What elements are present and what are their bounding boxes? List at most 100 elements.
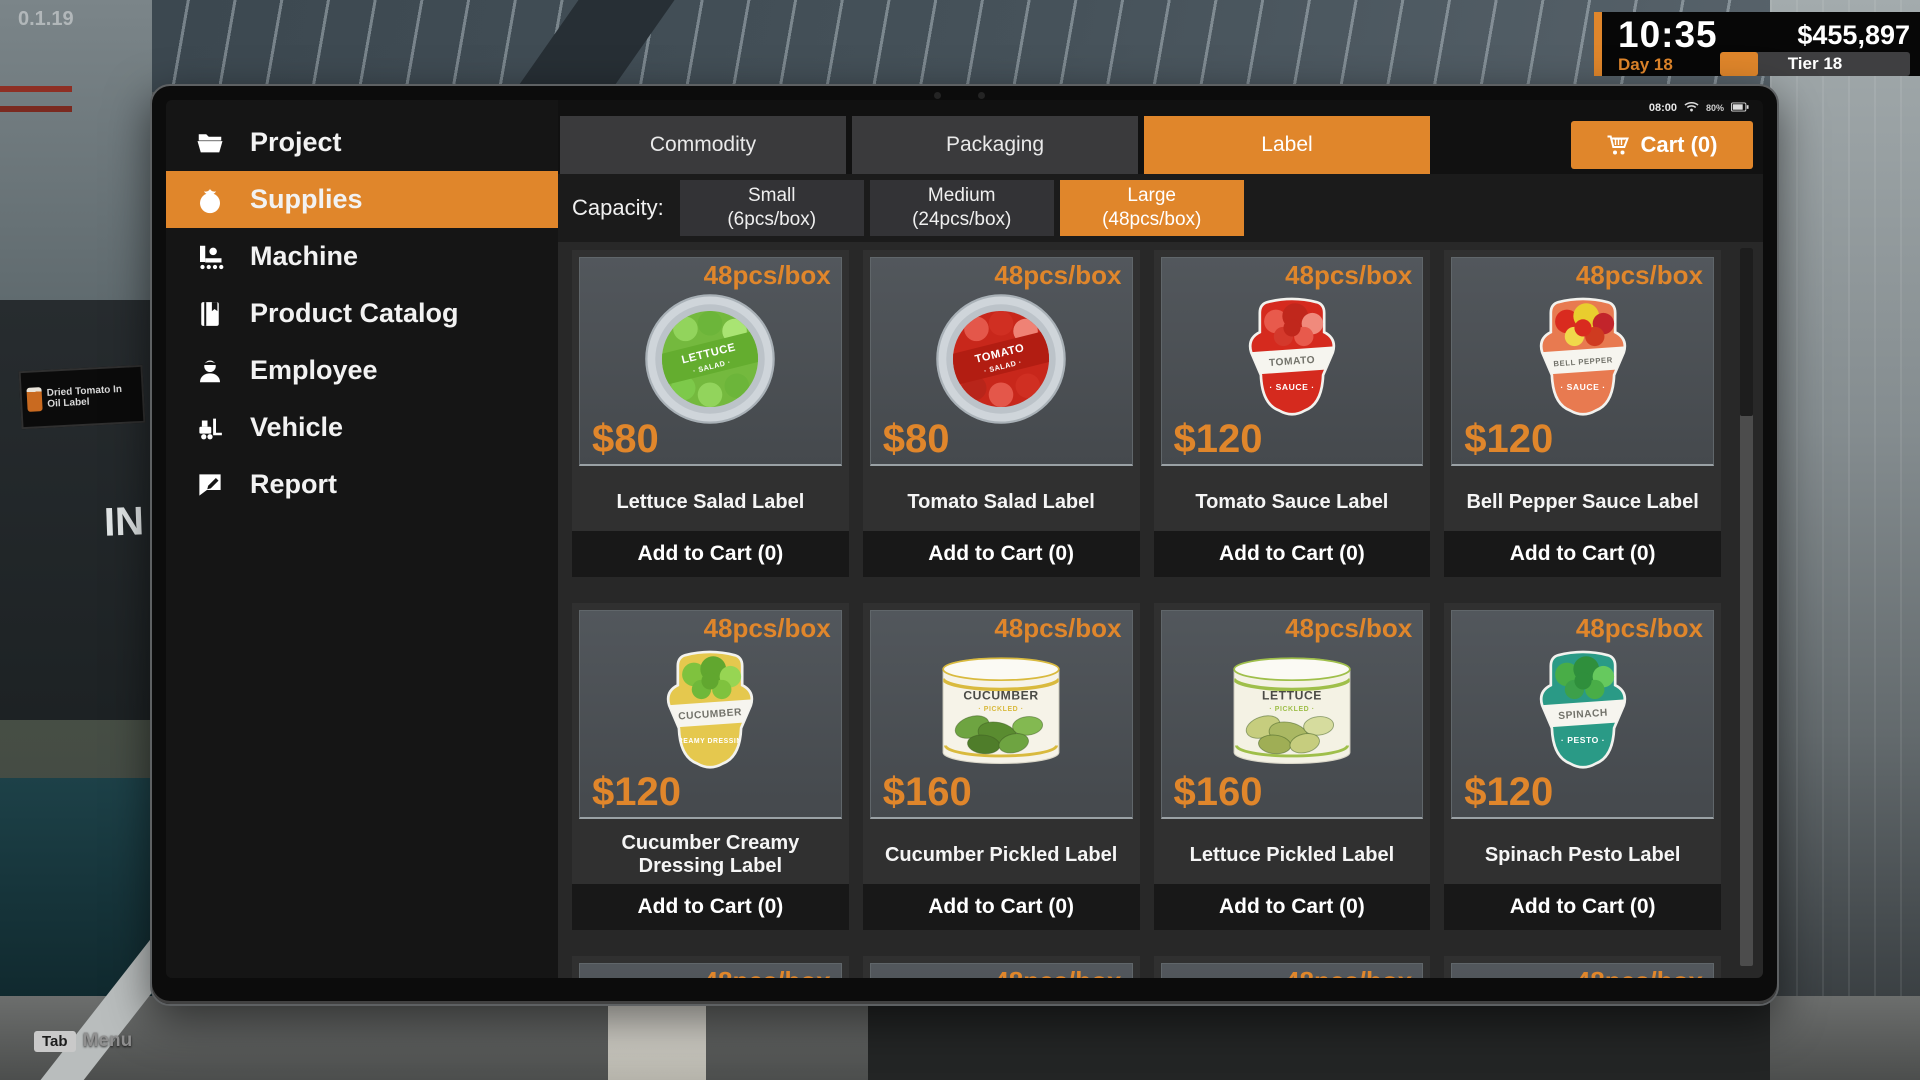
add-to-cart-button[interactable]: Add to Cart (0) [1444,884,1721,930]
product-image-area: 48pcs/box [869,963,1133,978]
background-wall-right [1770,0,1920,1080]
machine-icon [194,241,226,273]
svg-text:LETTUCE: LETTUCE [1262,688,1322,702]
svg-text:· SAUCE ·: · SAUCE · [1560,382,1605,392]
svg-text:SPINACH: SPINACH [1558,707,1608,721]
capacity-badge: 48pcs/box [994,613,1122,643]
product-grid-area: LETTUCE · SALAD · 48pcs/box $80 Lettuce … [558,242,1763,978]
forklift-icon [194,412,226,444]
product-label-art: TOMATO · SAUCE · [1233,288,1351,435]
capacity-badge: 48pcs/box [1285,613,1413,643]
capacity-badge: 48pcs/box [1576,966,1703,978]
tablet-camera-dot [934,92,941,99]
svg-text:· PESTO ·: · PESTO · [1561,735,1605,745]
sidebar-item-supplies[interactable]: Supplies [166,171,558,228]
add-to-cart-button[interactable]: Add to Cart (0) [862,531,1140,577]
product-label-art: CUCUMBER CREAMY DRESSING [651,641,769,788]
product-name: Tomato Sauce Label [1195,490,1389,513]
capacity-badge: 48pcs/box [1285,966,1412,978]
capacity-options-group: Small (6pcs/box) Medium (24pcs/box) Larg… [679,180,1244,236]
svg-text:CUCUMBER: CUCUMBER [963,688,1038,702]
capacity-option-small[interactable]: Small (6pcs/box) [679,180,864,236]
tablet-screen: Project Supplies Machine Product Catalog… [166,100,1763,978]
capacity-option-size: Large [1127,185,1177,207]
folder-icon [194,127,226,159]
capacity-badge: 48pcs/box [994,966,1121,978]
product-image-area: 48pcs/box [1160,963,1424,978]
price-label: $120 [1173,417,1263,461]
product-card-partial: 48pcs/box [862,956,1140,978]
sidebar-item-project[interactable]: Project [166,114,558,171]
product-card-tomato-salad-label: TOMATO · SALAD · 48pcs/box $80 Tomato Sa… [862,250,1140,577]
product-image-area: TOMATO · SALAD · 48pcs/box $80 [869,257,1133,466]
product-card-spinach-pesto-label: SPINACH · PESTO · 48pcs/box $120 Spinach… [1444,603,1721,930]
product-card-partial: 48pcs/box [572,956,849,978]
jar-icon [26,387,43,412]
product-card-lettuce-salad-label: LETTUCE · SALAD · 48pcs/box $80 Lettuce … [572,250,849,577]
tier-label: Tier 18 [1787,54,1843,73]
background-in-marking: IN [103,499,145,545]
capacity-badge: 48pcs/box [703,260,831,290]
cart-icon [1606,134,1630,156]
product-card-cucumber-pickled-label: CUCUMBER · PICKLED · 48pcs/box $160 Cucu… [862,603,1140,930]
battery-percent: 80% [1705,103,1724,113]
sidebar: Project Supplies Machine Product Catalog… [166,100,558,978]
price-label: $120 [1464,770,1554,814]
sign-text: Dried Tomato In Oil Label [46,383,123,410]
svg-text:· SAUCE ·: · SAUCE · [1269,382,1314,392]
product-grid: LETTUCE · SALAD · 48pcs/box $80 Lettuce … [572,250,1721,978]
capacity-option-size: Medium [927,185,996,207]
capacity-option-large[interactable]: Large (48pcs/box) [1059,180,1244,236]
cart-label: Cart (0) [1640,132,1718,157]
svg-text:· PICKLED ·: · PICKLED · [978,705,1023,712]
product-label-art: TOMATO · SALAD · [934,292,1068,431]
sidebar-item-product-catalog[interactable]: Product Catalog [166,285,558,342]
add-to-cart-button[interactable]: Add to Cart (0) [1153,884,1431,930]
scrollbar-track[interactable] [1740,248,1753,966]
sidebar-item-label: Project [250,127,342,157]
product-name: Lettuce Pickled Label [1189,843,1395,866]
tier-progress-bar: Tier 18 [1720,52,1910,76]
sidebar-item-vehicle[interactable]: Vehicle [166,399,558,456]
capacity-filter-row: Capacity: Small (6pcs/box) Medium (24pcs… [558,174,1763,242]
product-card-partial: 48pcs/box [1153,956,1431,978]
tablet-clock: 08:00 [1648,102,1677,114]
cart-button[interactable]: Cart (0) [1571,121,1753,169]
tab-label[interactable]: Label [1144,116,1430,174]
sidebar-item-label: Product Catalog [250,298,459,328]
product-image-area: CUCUMBER · PICKLED · 48pcs/box $160 [869,610,1133,819]
battery-icon [1731,100,1749,117]
tier-progress-fill [1720,52,1758,76]
product-card-partial: 48pcs/box [1444,956,1721,978]
sidebar-item-machine[interactable]: Machine [166,228,558,285]
add-to-cart-button[interactable]: Add to Cart (0) [1444,531,1721,577]
capacity-badge: 48pcs/box [1285,260,1413,290]
price-label: $120 [1464,417,1554,461]
hud-status-panel: 10:35 Day 18 $455,897 Tier 18 [1594,12,1920,76]
product-label-art: BELL PEPPER · SAUCE · [1524,288,1642,435]
sidebar-item-report[interactable]: Report [166,456,558,513]
product-image-area: 48pcs/box [1451,963,1714,978]
sidebar-item-label: Machine [250,241,359,271]
scrollbar-thumb[interactable] [1740,248,1753,416]
sidebar-item-employee[interactable]: Employee [166,342,558,399]
price-label: $80 [592,417,659,461]
product-name: Cucumber Creamy Dressing Label [621,832,800,877]
add-to-cart-button[interactable]: Add to Cart (0) [862,884,1140,930]
tab-packaging[interactable]: Packaging [852,116,1138,174]
tab-key-badge: Tab [34,1030,76,1052]
capacity-option-medium[interactable]: Medium (24pcs/box) [869,180,1054,236]
capacity-option-count: (48pcs/box) [1102,209,1202,230]
add-to-cart-button[interactable]: Add to Cart (0) [572,531,849,577]
wifi-icon [1684,100,1699,117]
employee-icon [194,355,226,387]
svg-text:BELL PEPPER: BELL PEPPER [1553,355,1613,368]
hud-money: $455,897 [1797,20,1910,50]
report-icon [194,469,226,501]
product-image-area: BELL PEPPER · SAUCE · 48pcs/box $120 [1451,257,1714,466]
add-to-cart-button[interactable]: Add to Cart (0) [1153,531,1431,577]
sidebar-item-label: Vehicle [250,412,344,442]
tab-commodity[interactable]: Commodity [560,116,846,174]
product-image-area: LETTUCE · PICKLED · 48pcs/box $160 [1160,610,1424,819]
add-to-cart-button[interactable]: Add to Cart (0) [572,884,849,930]
